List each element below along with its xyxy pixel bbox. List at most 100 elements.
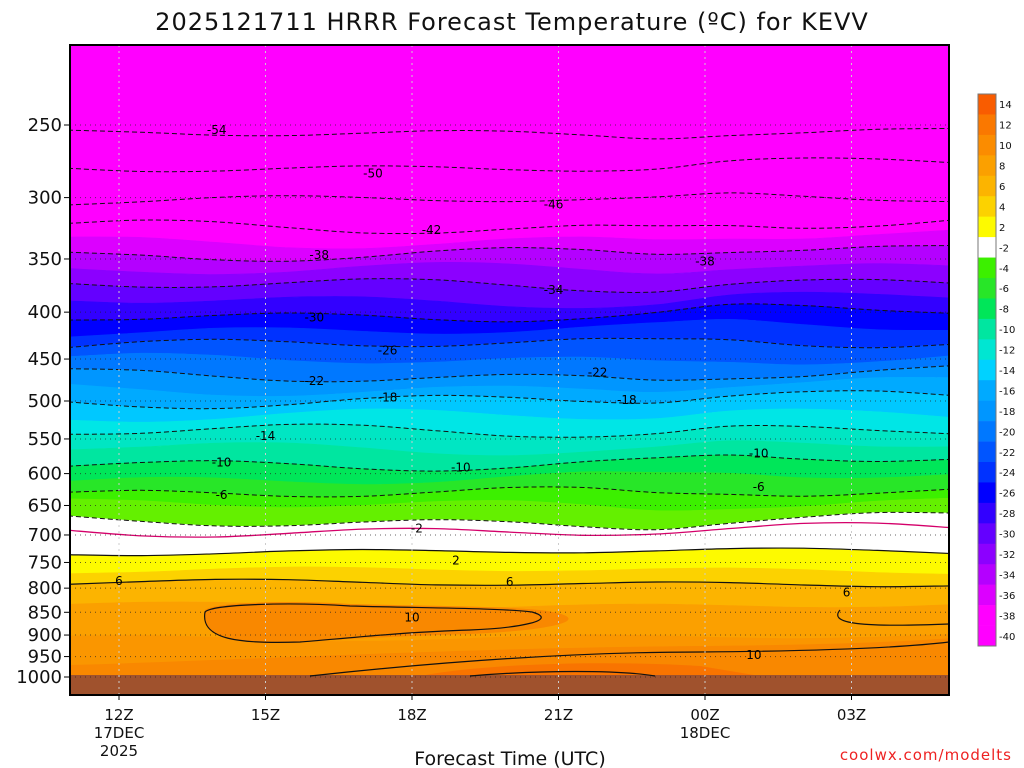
colorbar-swatch	[978, 196, 996, 217]
contour-label: -6	[216, 488, 228, 502]
colorbar-tick-label: 2	[999, 223, 1005, 234]
colorbar-tick-label: -20	[999, 427, 1015, 438]
colorbar-tick-label: -30	[999, 530, 1015, 541]
contour-line	[837, 609, 949, 626]
colorbar-swatch	[978, 543, 996, 565]
contour-line	[70, 128, 949, 140]
colorbar-tick-label: -36	[999, 591, 1015, 602]
colorbar-swatch	[978, 175, 996, 197]
colorbar-swatch	[978, 400, 996, 422]
colorbar-tick-label: -2	[999, 243, 1009, 254]
x-tick-label: 18Z	[397, 706, 426, 724]
colorbar-swatch	[978, 134, 996, 156]
contour-line	[70, 245, 949, 262]
contour-label: -38	[695, 255, 715, 269]
y-tick-label: 350	[28, 249, 62, 270]
colorbar-swatch	[978, 380, 996, 401]
contour-label: -18	[378, 390, 398, 404]
colorbar-tick-label: 6	[999, 182, 1005, 193]
contour-label: 10	[746, 648, 761, 662]
y-tick-label: 400	[28, 302, 62, 323]
y-tick-label: 250	[28, 115, 62, 136]
contour-labels: -54-50-50-46-42-38-38-34-30-26-22-22-18-…	[115, 123, 851, 662]
colorbar-tick-label: -40	[999, 632, 1015, 643]
colorbar-tick-label: -18	[999, 407, 1015, 418]
colorbar-swatch	[978, 421, 996, 442]
y-tick-label: 600	[28, 464, 62, 485]
contour-label: -14	[256, 429, 276, 443]
contour-line	[70, 365, 949, 383]
contour-label: 10	[404, 610, 419, 624]
colorbar-swatch	[978, 625, 996, 647]
contour-label: -42	[422, 223, 442, 237]
colorbar-swatch	[978, 216, 996, 238]
colorbar-tick-label: -16	[999, 386, 1015, 397]
colorbar-tick-label: 4	[999, 202, 1005, 213]
freezing-line	[70, 521, 949, 538]
colorbar-tick-label: 12	[999, 121, 1012, 132]
colorbar-swatch	[978, 605, 996, 626]
contour-line	[70, 219, 949, 235]
colorbar-swatch	[978, 339, 996, 361]
y-tick-label: 850	[28, 602, 62, 623]
colorbar-tick-label: -14	[999, 366, 1015, 377]
x-tick-label: 15Z	[251, 706, 280, 724]
colorbar-frame	[977, 93, 997, 647]
colorbar-swatch	[978, 237, 996, 258]
y-tick-label: 500	[28, 391, 62, 412]
colorbar-tick-label: 14	[999, 100, 1012, 111]
y-tick-label: 900	[28, 625, 62, 646]
x-axis-label: Forecast Time (UTC)	[414, 748, 605, 768]
contour-line	[70, 578, 949, 588]
colorbar-tick-label: -32	[999, 550, 1015, 561]
contour-line	[70, 303, 949, 323]
contour-line	[70, 278, 949, 293]
contour-line	[70, 454, 949, 472]
y-tick-label: 550	[28, 429, 62, 450]
contour-label: -10	[451, 460, 471, 474]
chart-title: 2025121711 HRRR Forecast Temperature (ºC…	[155, 8, 869, 36]
colorbar-swatch	[978, 502, 996, 524]
x-tick-year: 2025	[100, 742, 138, 760]
colorbar-tick-label: -28	[999, 509, 1015, 520]
colorbar-tick-label: -22	[999, 448, 1015, 459]
colorbar-swatch	[978, 94, 996, 115]
colorbar-tick-label: 10	[999, 141, 1012, 152]
x-tick-label: 03Z	[837, 706, 866, 724]
x-tick-label: 12Z	[104, 706, 133, 724]
colorbar-tick-label: -24	[999, 468, 1015, 479]
y-tick-label: 450	[28, 349, 62, 370]
contour-line	[309, 641, 949, 677]
contour-line	[70, 547, 949, 557]
y-tick-label: 800	[28, 578, 62, 599]
y-tick-label: 700	[28, 525, 62, 546]
y-tick-label: 300	[28, 188, 62, 209]
contour-line	[70, 423, 949, 438]
contour-label: -18	[617, 393, 637, 407]
pressure-axis: 2503003504004505005506006507007508008509…	[16, 115, 70, 688]
colorbar-swatch	[978, 359, 996, 381]
colorbar-swatch	[978, 114, 996, 136]
contour-label: 6	[506, 575, 514, 589]
temperature-band	[70, 45, 949, 250]
contour-label: 6	[843, 586, 851, 600]
contour-label: -6	[753, 480, 765, 494]
contour-line	[204, 603, 542, 644]
contour-label: -26	[378, 344, 398, 358]
contour-label: -2	[411, 522, 423, 536]
colorbar-swatch	[978, 482, 996, 504]
contour-line	[70, 486, 949, 498]
contour-lines	[70, 128, 949, 677]
colorbar-swatch	[978, 462, 996, 483]
colorbar-swatch	[978, 318, 996, 340]
colorbar-tick-label: -6	[999, 284, 1009, 295]
x-tick-date: 18DEC	[680, 724, 731, 742]
colorbar-tick-label: -8	[999, 305, 1009, 316]
colorbar-tick-label: 8	[999, 162, 1005, 173]
colorbar-tick-label: -34	[999, 570, 1015, 581]
contour-line	[70, 337, 949, 349]
colorbar-swatch	[978, 441, 996, 463]
contour-label: -10	[212, 456, 232, 470]
contour-label: -10	[749, 447, 769, 461]
